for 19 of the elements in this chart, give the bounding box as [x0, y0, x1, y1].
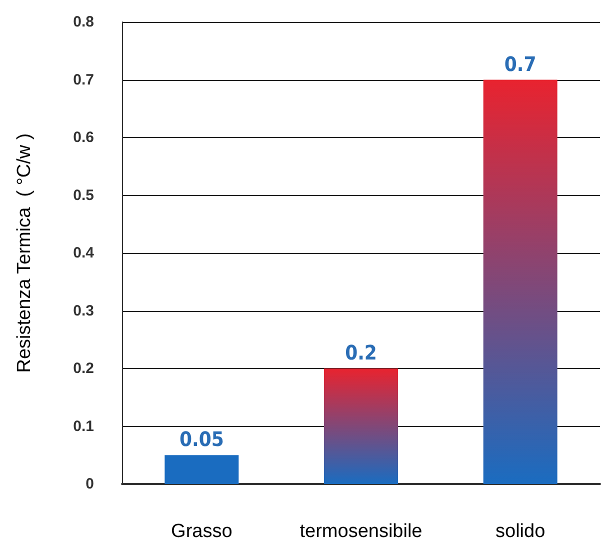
data-label: 0.2: [345, 340, 377, 364]
bar: [483, 80, 558, 484]
y-tick-label: 0.4: [73, 244, 95, 262]
y-tick-label: 0.8: [73, 14, 94, 30]
data-label: 0.05: [179, 427, 224, 452]
y-tick-label: 0.1: [73, 418, 94, 435]
x-tick-label: solido: [496, 521, 546, 542]
y-tick-label: 0.3: [73, 302, 94, 320]
y-tick-label: 0: [86, 476, 94, 492]
x-tick-label: Grasso: [171, 521, 232, 542]
bar: [324, 368, 398, 484]
y-tick-label: 0.7: [73, 71, 94, 88]
bar: [164, 455, 239, 484]
y-axis-title: Resistenza Termica ( °C/w ): [14, 133, 35, 373]
y-tick-label: 0.2: [73, 360, 94, 377]
y-tick-label: 0.5: [73, 186, 94, 204]
x-tick-label: termosensibile: [300, 521, 422, 542]
y-tick-label: 0.6: [73, 129, 94, 146]
data-label: 0.7: [504, 52, 536, 76]
